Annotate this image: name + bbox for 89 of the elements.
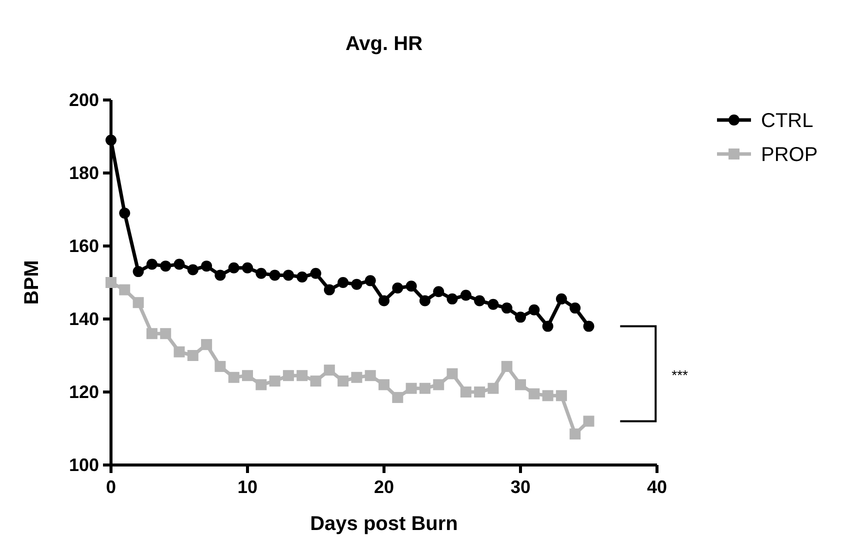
point: [556, 390, 567, 402]
point: [515, 312, 526, 323]
y-tick-label: 160: [68, 236, 99, 256]
point: [406, 280, 417, 292]
point: [119, 208, 130, 219]
point: [583, 416, 594, 427]
point: [269, 376, 280, 387]
point: [310, 376, 322, 387]
point: [214, 360, 226, 372]
point: [106, 134, 116, 146]
point: [282, 270, 294, 281]
point: [542, 320, 554, 332]
point: [528, 304, 540, 316]
point: [474, 386, 486, 398]
x-axis-title: Days post Burn: [310, 513, 458, 535]
point: [146, 328, 158, 340]
point: [187, 264, 198, 276]
point: [242, 370, 253, 382]
point: [106, 277, 116, 288]
point: [174, 258, 185, 270]
point: [324, 284, 335, 296]
point: [570, 428, 581, 440]
point: [351, 372, 362, 383]
point: [501, 302, 512, 314]
point: [378, 295, 390, 306]
point: [132, 266, 144, 278]
x-tick-label: 30: [510, 477, 531, 497]
point: [269, 270, 280, 281]
point: [187, 350, 198, 361]
y-tick-label: 200: [68, 90, 99, 110]
point: [501, 360, 512, 372]
point: [419, 382, 430, 394]
point: [296, 272, 308, 283]
point: [433, 379, 444, 390]
point: [256, 379, 267, 390]
point: [515, 379, 526, 390]
point: [228, 262, 240, 274]
legend-label: CTRL: [761, 110, 814, 132]
point: [433, 286, 444, 298]
point: [392, 392, 404, 403]
point: [364, 370, 376, 382]
point: [570, 302, 581, 314]
legend-label: PROP: [761, 144, 818, 166]
point: [296, 370, 308, 382]
point: [583, 320, 594, 332]
x-tick-label: 0: [106, 477, 116, 497]
y-axis-title: BPM: [21, 260, 43, 305]
point: [392, 282, 404, 294]
y-tick-label: 120: [68, 382, 99, 402]
point: [201, 260, 212, 272]
point: [460, 290, 472, 301]
point: [528, 388, 540, 400]
point: [282, 370, 294, 382]
point: [542, 390, 554, 402]
point: [146, 258, 158, 270]
text: ***: [672, 366, 689, 383]
point: [446, 293, 458, 304]
point: [406, 382, 417, 394]
point: [378, 379, 390, 390]
point: [460, 386, 472, 398]
y-tick-label: 100: [68, 455, 99, 475]
chart-title: Avg. HR: [345, 33, 424, 55]
y-tick-label: 140: [68, 309, 99, 329]
point: [214, 270, 226, 281]
point: [160, 260, 172, 272]
x-tick-label: 10: [237, 477, 258, 497]
point: [160, 328, 172, 340]
point: [474, 295, 486, 306]
point: [132, 297, 144, 308]
point: [242, 262, 253, 274]
y-tick-label: 180: [68, 163, 99, 183]
point: [174, 346, 185, 358]
point: [256, 268, 267, 279]
point: [338, 277, 349, 288]
x-tick-label: 40: [646, 477, 668, 497]
point: [228, 372, 240, 383]
x-tick-label: 20: [374, 477, 394, 497]
point: [310, 268, 322, 279]
point: [488, 382, 499, 394]
point: [324, 364, 335, 376]
point: [364, 275, 376, 286]
point: [119, 284, 130, 296]
point: [488, 298, 499, 310]
point: [556, 293, 567, 304]
point: [338, 376, 349, 387]
point: [351, 278, 362, 290]
point: [446, 368, 458, 380]
point: [201, 339, 212, 350]
point: [419, 295, 430, 306]
